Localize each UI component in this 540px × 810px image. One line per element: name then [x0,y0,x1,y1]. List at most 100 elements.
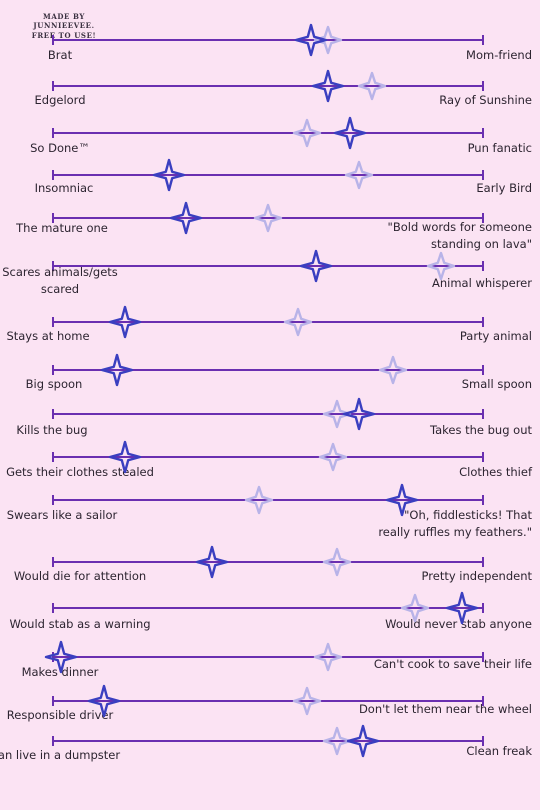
primary-marker-star[interactable] [169,201,203,235]
right-label-line: really ruffles my feathers." [378,525,532,539]
secondary-marker-star[interactable] [378,355,408,385]
primary-marker-star-shape [346,724,380,758]
primary-marker-star[interactable] [108,305,142,339]
secondary-marker-star[interactable] [253,203,283,233]
secondary-marker-star[interactable] [292,118,322,148]
primary-marker-star-shape [44,640,77,674]
secondary-marker-star[interactable] [322,547,352,577]
scale-track [52,85,484,87]
primary-marker-star-shape [195,545,229,579]
scale-left-cap [52,495,54,505]
right-label: Small spoon [462,376,532,393]
primary-marker-star[interactable] [342,397,376,431]
scale-track [52,39,484,41]
scale-right-cap [482,452,484,462]
scale-left-cap [52,261,54,271]
right-label: Pretty independent [422,568,532,585]
primary-marker-star[interactable] [299,249,333,283]
right-label: Pun fanatic [468,140,532,157]
primary-marker-star-shape [312,69,345,103]
left-label: Would stab as a warning [9,616,150,633]
secondary-marker-star[interactable] [322,726,352,756]
scale-left-cap [52,452,54,462]
primary-marker-star-shape [342,397,375,431]
right-label-line: "Bold words for someone [387,220,532,234]
left-label-line: Scares animals/gets [2,265,118,279]
left-label-line: scared [40,282,80,296]
right-label-line: Party animal [459,329,532,343]
credit-line-2: FREE TO USE! [31,30,97,40]
scale-track [52,656,484,658]
secondary-marker-star-shape [344,160,373,190]
scale-left-cap [52,35,54,45]
left-label-line: Would die for attention [13,569,147,583]
scale-right-cap [482,696,484,706]
scale-track [52,369,484,371]
secondary-marker-star-shape [357,71,386,101]
secondary-marker-star-shape [322,547,352,577]
secondary-marker-star[interactable] [244,485,274,515]
left-label-line: Stays at home [6,329,90,343]
secondary-marker-star[interactable] [318,442,348,472]
scale-left-cap [52,696,54,706]
primary-marker-star[interactable] [333,116,367,150]
primary-marker-star[interactable] [311,69,345,103]
scale-right-cap [482,213,484,223]
left-label-line: The mature one [16,221,108,235]
secondary-marker-star[interactable] [426,251,456,281]
right-label-line: Would never stab anyone [385,617,532,631]
primary-marker-star[interactable] [385,483,419,517]
scale-left-cap [52,557,54,567]
left-label: Insomniac [35,180,94,197]
scale-track [52,456,484,458]
right-label-line: Clothes thief [459,465,532,479]
left-label: Scares animals/gets scared [2,264,118,298]
primary-marker-star[interactable] [44,640,78,674]
left-label-line: Would stab as a warning [9,617,151,631]
primary-marker-star[interactable] [445,591,479,625]
secondary-marker-star[interactable] [283,307,313,337]
right-label: Animal whisperer [432,275,532,292]
secondary-marker-star[interactable] [344,160,374,190]
scale-track [52,561,484,563]
scale-track [52,607,484,609]
scale-right-cap [482,81,484,91]
right-label: Party animal [460,328,532,345]
left-label-line: Edgelord [34,93,86,107]
secondary-marker-star[interactable] [357,71,387,101]
scale-track [52,265,484,267]
primary-marker-star-shape [446,591,479,625]
secondary-marker-star-shape [245,485,274,515]
right-label-line: Mom-friend [466,48,532,62]
right-label-line: Ray of Sunshine [439,93,532,107]
primary-marker-star[interactable] [108,440,142,474]
scale-right-cap [482,170,484,180]
primary-marker-star[interactable] [100,353,134,387]
secondary-marker-star[interactable] [400,593,430,623]
primary-marker-star[interactable] [195,545,229,579]
primary-marker-star[interactable] [346,724,380,758]
scale-track [52,740,484,742]
scale-track [52,217,484,219]
primary-marker-star-shape [385,483,419,517]
scale-left-cap [52,317,54,327]
scale-right-cap [482,365,484,375]
secondary-marker-star-shape [322,726,352,756]
primary-marker-star[interactable] [152,158,186,192]
right-label: Mom-friend [466,47,532,64]
secondary-marker-star[interactable] [313,642,343,672]
left-label-line: Kills the bug [16,423,88,437]
secondary-marker-star[interactable] [322,399,352,429]
left-label: Can live in a dumpster [0,747,120,764]
left-label: So Done™ [30,140,90,157]
left-label-line: Brat [47,48,73,62]
right-label-line: Clean freak [466,744,532,758]
right-label-line: Don't let them near the wheel [358,702,532,716]
scale-right-cap [482,317,484,327]
secondary-marker-star[interactable] [292,686,322,716]
primary-marker-star-shape [169,201,203,235]
primary-marker-star[interactable] [294,23,328,57]
secondary-marker-star-shape [314,642,343,672]
primary-marker-star[interactable] [87,684,121,718]
secondary-marker-star-shape [292,686,322,716]
